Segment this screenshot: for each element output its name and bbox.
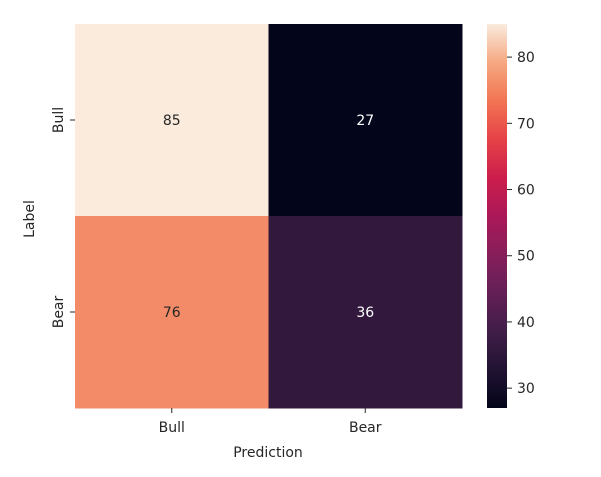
colorbar-tick-label: 80 <box>517 50 535 66</box>
heatmap-cells <box>75 24 463 409</box>
x-axis-ticks: Bull Bear <box>159 408 382 436</box>
colorbar-tick-label: 30 <box>517 381 535 397</box>
heatmap-cell-labels: 85 27 76 36 <box>163 113 374 321</box>
colorbar-tick-label: 70 <box>517 116 535 132</box>
cell-value-label: 36 <box>356 305 374 321</box>
heatmap-cell <box>75 24 269 217</box>
y-tick-label: Bear <box>51 295 67 328</box>
colorbar <box>487 24 507 408</box>
y-axis-ticks: Bull Bear <box>51 107 75 328</box>
colorbar-tick-label: 60 <box>517 183 535 199</box>
heatmap-cell <box>268 216 463 409</box>
x-axis-label: Prediction <box>233 445 303 461</box>
cell-value-label: 27 <box>356 113 374 129</box>
colorbar-ticks: 30 40 50 60 70 80 <box>507 50 535 397</box>
x-tick-label: Bull <box>159 420 185 436</box>
colorbar-tick-label: 40 <box>517 315 535 331</box>
x-tick-label: Bear <box>349 420 382 436</box>
colorbar-tick-label: 50 <box>517 249 535 265</box>
cell-value-label: 76 <box>163 305 181 321</box>
y-tick-label: Bull <box>51 107 67 133</box>
cell-value-label: 85 <box>163 113 181 129</box>
heatmap-cell <box>75 216 269 409</box>
heatmap-cell <box>268 24 463 217</box>
y-axis-label: Label <box>22 200 38 238</box>
